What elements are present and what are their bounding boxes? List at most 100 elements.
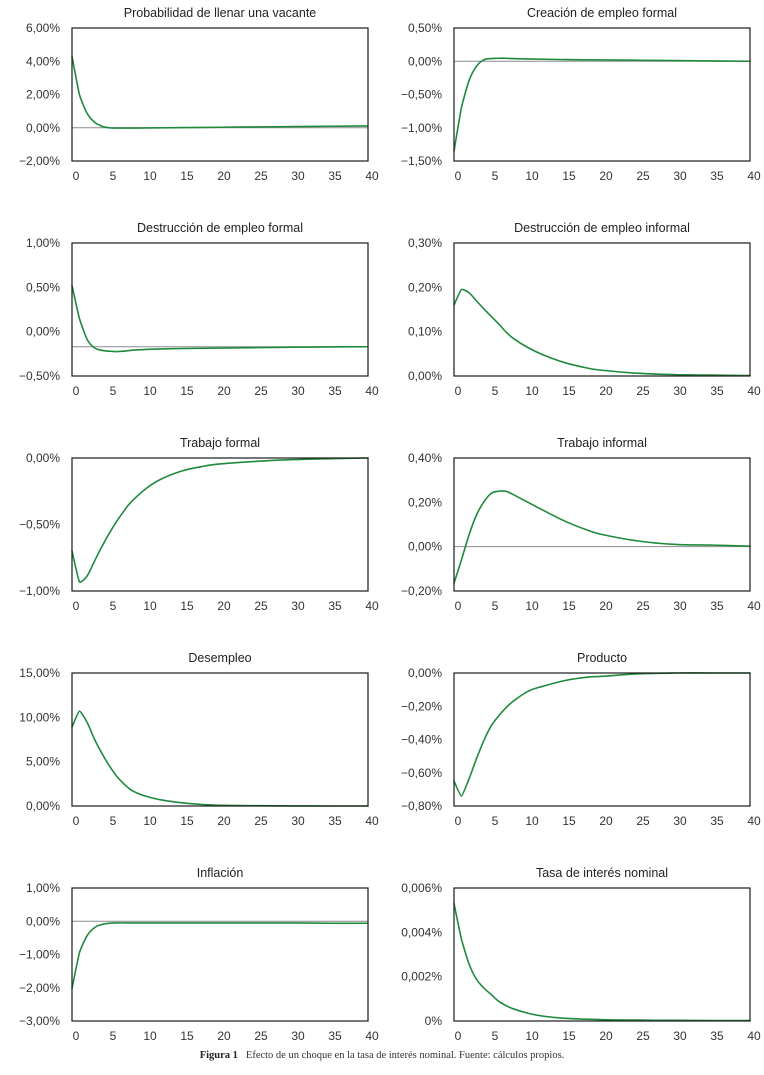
y-tick-label: −0,80% [401,799,442,813]
x-tick-label: 40 [365,169,379,183]
plot-frame [453,672,751,807]
chart-title: Trabajo formal [180,436,260,450]
y-tick-label: −3,00% [19,1014,60,1028]
x-tick-label: 15 [562,599,576,613]
chart-tasa-de-interes-nominal: Tasa de interés nominal 0,006% 0,004% 0,002… [382,860,764,1075]
plot-frame [71,457,369,592]
chart-title: Creación de empleo formal [527,6,677,20]
chart-svg: Tasa de interés nominal 0,006% 0,004% 0,002… [401,866,761,1043]
y-tick-label: 0,00% [26,914,60,928]
x-tick-label: 20 [217,599,231,613]
y-tick-label: −0,20% [401,699,442,713]
x-tick-label: 20 [217,169,231,183]
x-tick-label: 30 [291,1029,305,1043]
chart-svg: Destrucción de empleo formal 1,00% 0,50% 0,… [19,221,379,398]
y-tick-label: 0,00% [408,666,442,680]
x-tick-label: 0 [73,1029,80,1043]
x-tick-label: 30 [291,599,305,613]
chart-svg: Probabilidad de llenar una vacante 6,00% 4… [19,6,379,183]
x-tick-label: 30 [673,169,687,183]
chart-title: Inflación [197,866,244,880]
y-tick-label: 0,00% [408,54,442,68]
plot-frame [453,887,751,1022]
y-tick-label: −1,00% [19,948,60,962]
x-tick-label: 35 [710,1029,724,1043]
plot-frame [71,672,369,807]
chart-svg: Trabajo formal 0,00% −0,50% −1,00% 0 5 10 15 20 2… [19,436,379,613]
y-tick-label: −0,20% [401,584,442,598]
y-tick-label: 0,20% [408,280,442,294]
x-tick-label: 10 [143,169,157,183]
chart-title: Trabajo informal [557,436,647,450]
x-tick-label: 0 [73,384,80,398]
x-tick-label: 35 [328,814,342,828]
series-line-producto [453,672,751,797]
y-tick-label: −1,00% [19,584,60,598]
series-line-inflacion [71,922,369,990]
y-tick-label: −2,00% [19,981,60,995]
y-tick-label: 0,004% [401,925,442,939]
y-tick-label: 0,006% [401,881,442,895]
y-tick-label: −0,50% [19,518,60,532]
plot-frame [453,27,751,162]
x-tick-label: 25 [636,384,650,398]
x-tick-label: 25 [636,169,650,183]
y-tick-label: 5,00% [26,755,60,769]
series-line-creacion-de-empleo-formal [453,57,751,152]
y-tick-label: 0,10% [408,325,442,339]
x-tick-label: 40 [365,814,379,828]
y-tick-label: −0,60% [401,766,442,780]
x-tick-label: 40 [747,1029,761,1043]
chart-title: Destrucción de empleo informal [514,221,690,235]
chart-title: Tasa de interés nominal [536,866,668,880]
series-line-trabajo-informal [453,490,751,585]
x-tick-label: 35 [710,814,724,828]
series-line-destruccion-de-empleo-informal [453,288,751,377]
chart-title: Producto [577,651,627,665]
x-tick-label: 10 [525,1029,539,1043]
y-tick-label: −0,50% [401,88,442,102]
x-tick-label: 40 [365,384,379,398]
x-tick-label: 0 [455,599,462,613]
chart-svg: Creación de empleo formal 0,50% 0,00% −0,50… [401,6,761,183]
x-tick-label: 25 [636,1029,650,1043]
x-tick-label: 15 [180,384,194,398]
x-tick-label: 30 [673,814,687,828]
x-tick-label: 40 [365,599,379,613]
y-tick-label: 0,30% [408,236,442,250]
x-tick-label: 30 [673,384,687,398]
x-tick-label: 10 [525,169,539,183]
x-tick-label: 20 [217,384,231,398]
chart-title: Desempleo [188,651,251,665]
chart-svg: Desempleo 15,00% 10,00% 5,00% 0,00% 0 5 10 15 20 2… [19,651,379,828]
y-tick-label: 4,00% [26,54,60,68]
chart-title: Probabilidad de llenar una vacante [124,6,317,20]
y-tick-label: 0,50% [26,280,60,294]
x-tick-label: 35 [710,384,724,398]
plot-frame [71,27,369,162]
y-tick-label: 0,00% [26,799,60,813]
x-tick-label: 15 [562,169,576,183]
chart-trabajo-informal: Trabajo informal 0,40% 0,20% 0,00% −0,20% 0 5 1… [382,430,764,645]
x-tick-label: 30 [291,169,305,183]
x-tick-label: 5 [110,1029,117,1043]
x-tick-label: 30 [673,1029,687,1043]
chart-svg: Trabajo informal 0,40% 0,20% 0,00% −0,20% 0 5 1… [401,436,761,613]
x-tick-label: 5 [492,169,499,183]
x-tick-label: 30 [673,599,687,613]
x-tick-label: 10 [143,384,157,398]
chart-title: Destrucción de empleo formal [137,221,303,235]
x-tick-label: 20 [217,1029,231,1043]
x-tick-label: 35 [328,599,342,613]
y-tick-label: −2,00% [19,154,60,168]
x-tick-label: 20 [217,814,231,828]
x-tick-label: 5 [492,1029,499,1043]
x-tick-label: 15 [180,169,194,183]
x-tick-label: 25 [254,384,268,398]
y-tick-label: 10,00% [19,710,60,724]
x-tick-label: 25 [254,814,268,828]
y-tick-label: 0,00% [408,540,442,554]
y-tick-label: 15,00% [19,666,60,680]
x-tick-label: 35 [328,384,342,398]
x-tick-label: 20 [599,169,613,183]
